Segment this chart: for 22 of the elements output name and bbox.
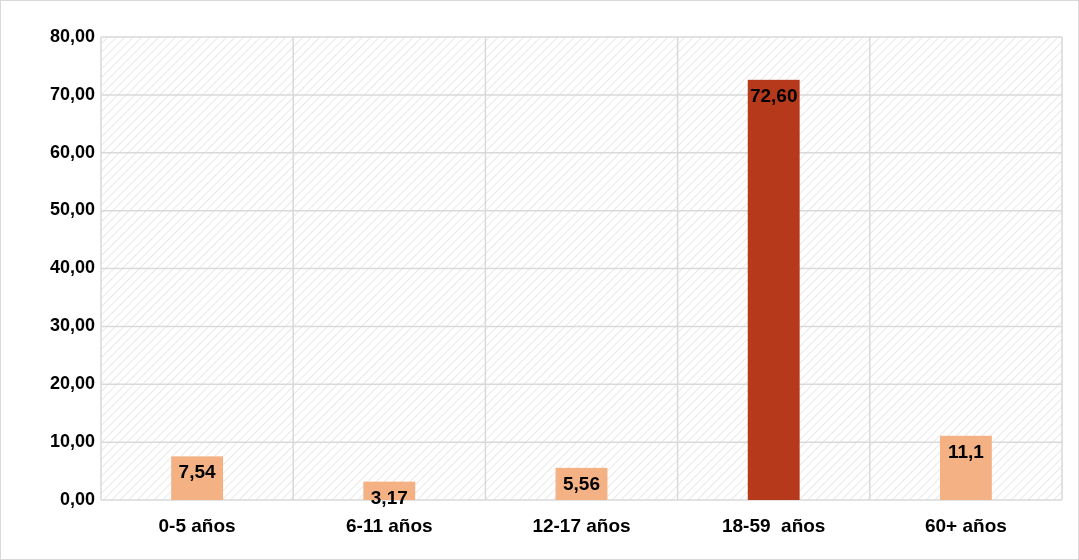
data-label: 72,60	[749, 84, 798, 106]
x-tick-label: 18-59 años	[721, 515, 826, 536]
y-tick-label: 60,00	[49, 141, 95, 162]
y-tick-label: 30,00	[49, 315, 95, 336]
bar	[939, 435, 992, 500]
bar	[747, 79, 800, 500]
data-label: 5,56	[563, 472, 600, 494]
y-tick-label: 40,00	[49, 257, 95, 278]
x-tick-label: 60+ años	[924, 515, 1007, 536]
y-tick-label: 0,00	[59, 488, 95, 509]
y-tick-label: 20,00	[49, 373, 95, 393]
data-label: 11,1	[947, 440, 985, 462]
x-tick-label: 12-17 años	[532, 515, 631, 536]
y-tick-label: 70,00	[49, 83, 95, 104]
bar	[171, 456, 224, 500]
data-label: 7,54	[178, 461, 217, 483]
y-tick-label: 50,00	[49, 199, 95, 220]
data-label: 3,17	[370, 486, 408, 508]
x-tick-label: 0-5 años	[158, 515, 236, 536]
y-tick-label: 80,00	[49, 25, 95, 46]
y-tick-label: 10,00	[49, 430, 95, 451]
x-tick-label: 6-11 años	[346, 515, 433, 536]
